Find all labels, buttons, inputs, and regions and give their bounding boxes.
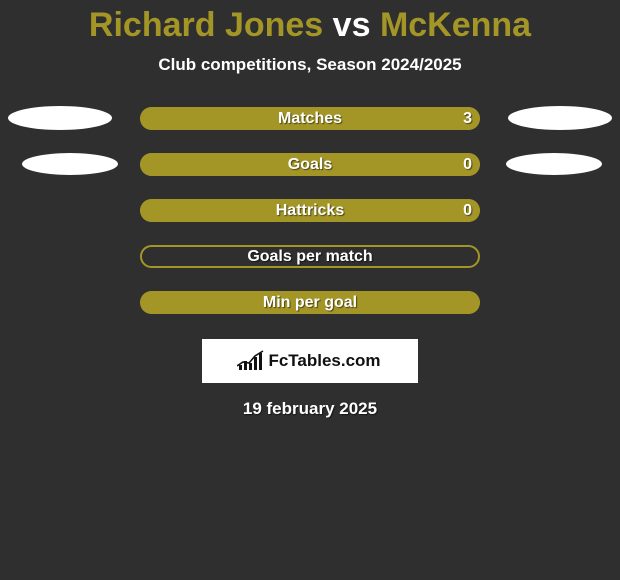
vs-text: vs <box>333 6 371 44</box>
brand-chart-icon <box>239 352 262 370</box>
stat-row: Min per goal <box>0 287 620 333</box>
footer-date: 19 february 2025 <box>0 399 620 419</box>
comparison-card: Richard Jones vs McKenna Club competitio… <box>0 0 620 419</box>
stat-label: Min per goal <box>140 291 480 314</box>
player1-marker <box>22 153 118 175</box>
subtitle: Club competitions, Season 2024/2025 <box>0 55 620 75</box>
stat-value-right: 0 <box>463 153 472 176</box>
stat-row: Goals per match <box>0 241 620 287</box>
stat-row: Hattricks0 <box>0 195 620 241</box>
player1-marker <box>8 106 112 130</box>
stat-value-right: 0 <box>463 199 472 222</box>
player2-marker <box>508 106 612 130</box>
stat-row: Matches3 <box>0 103 620 149</box>
stat-label: Goals <box>140 153 480 176</box>
player2-name: McKenna <box>380 6 531 44</box>
stat-label: Hattricks <box>140 199 480 222</box>
player2-marker <box>506 153 602 175</box>
page-title: Richard Jones vs McKenna <box>0 6 620 45</box>
brand-badge[interactable]: FcTables.com <box>202 339 418 383</box>
brand-name: FcTables.com <box>268 351 380 371</box>
stat-row: Goals0 <box>0 149 620 195</box>
stat-label: Goals per match <box>140 245 480 268</box>
stat-label: Matches <box>140 107 480 130</box>
stat-value-right: 3 <box>463 107 472 130</box>
stat-rows: Matches3Goals0Hattricks0Goals per matchM… <box>0 103 620 333</box>
player1-name: Richard Jones <box>89 6 323 44</box>
